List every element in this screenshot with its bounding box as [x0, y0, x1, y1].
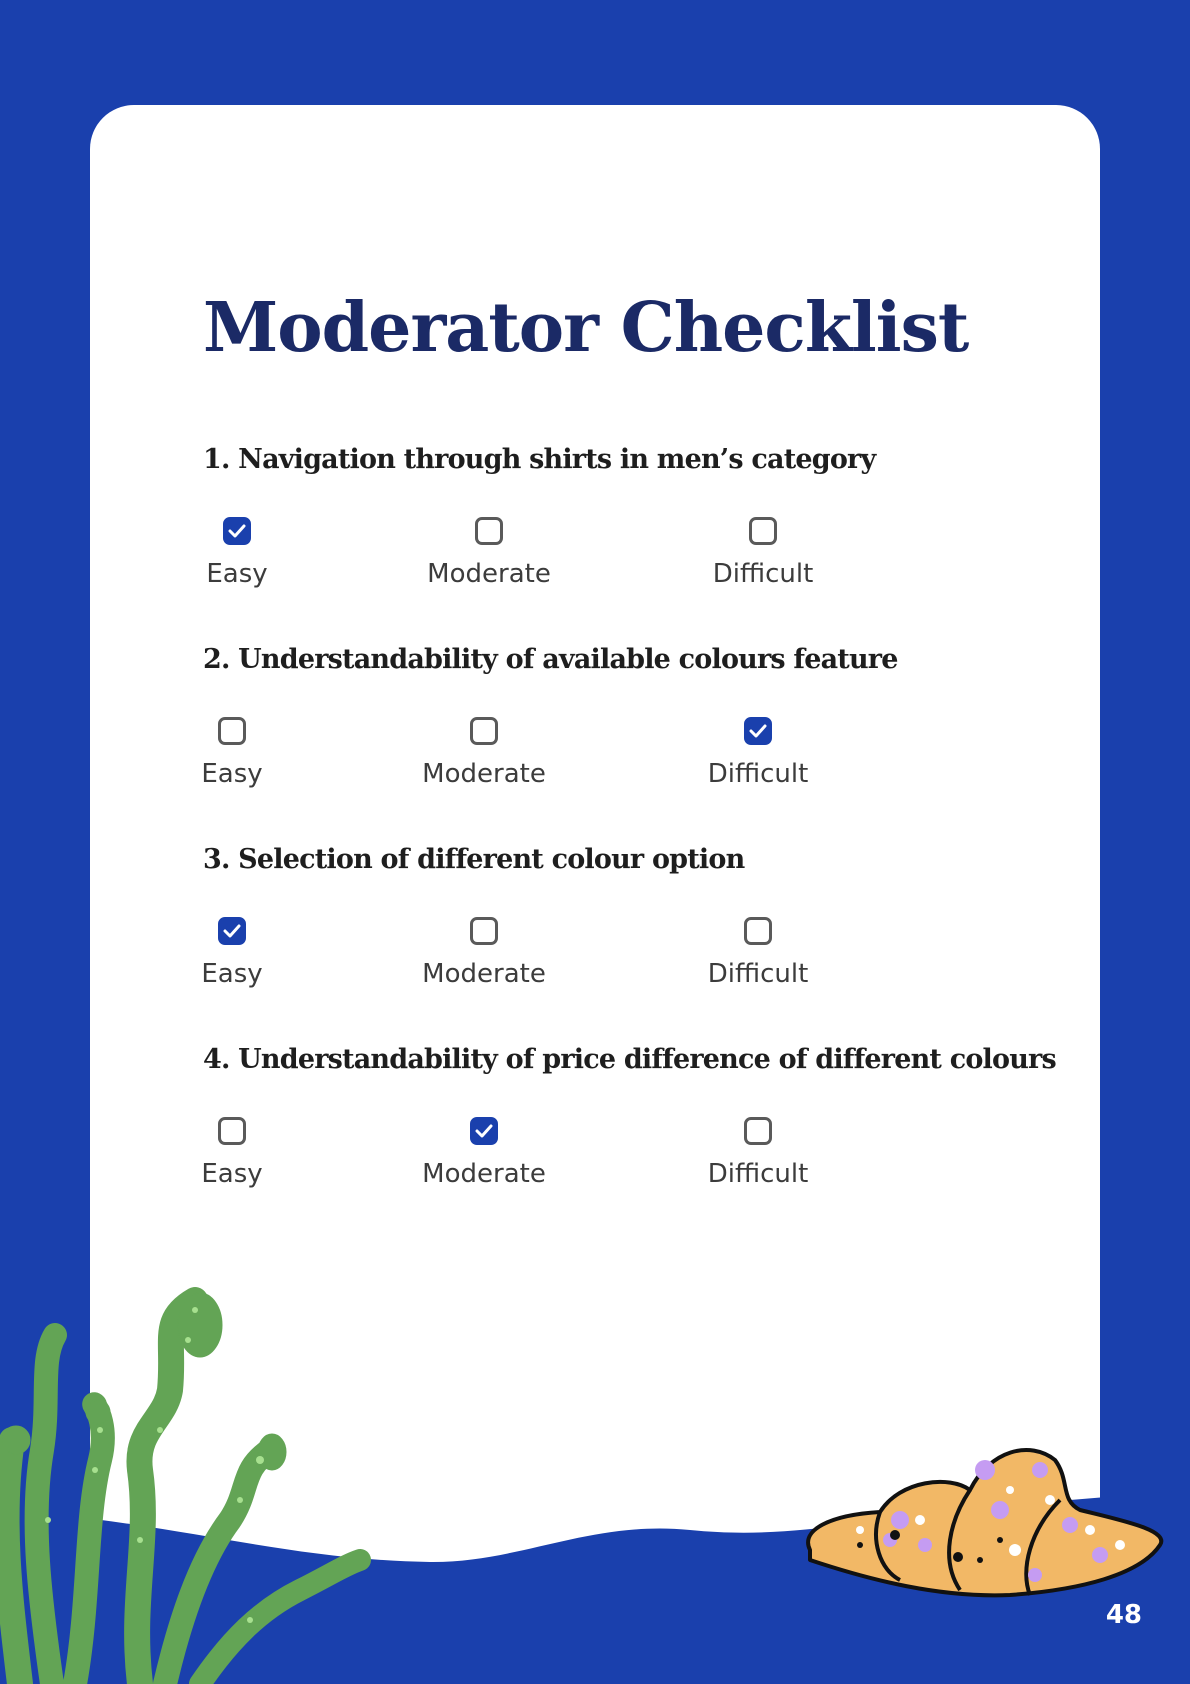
checkbox-empty-icon[interactable] [475, 517, 503, 545]
seaweed-illustration [0, 1287, 371, 1684]
option-label: Moderate [422, 759, 546, 789]
option-label: Moderate [422, 1159, 546, 1189]
option-label: Difficult [707, 759, 809, 789]
checkbox-checked-icon[interactable] [470, 1117, 498, 1145]
option-label: Easy [201, 1159, 263, 1189]
checkbox-empty-icon[interactable] [218, 1117, 246, 1145]
option-label: Difficult [707, 959, 809, 989]
checkbox-checked-icon[interactable] [744, 717, 772, 745]
option-label: Easy [206, 559, 268, 589]
page-number: 48 [1105, 1600, 1142, 1630]
q1-option-moderate[interactable]: Moderate [409, 517, 569, 589]
option-label: Moderate [427, 559, 551, 589]
question-4: 4. Understandability of price difference… [203, 1044, 1057, 1075]
q1-option-difficult[interactable]: Difficult [683, 517, 843, 589]
question-3: 3. Selection of different colour option [203, 844, 745, 875]
q4-option-moderate[interactable]: Moderate [404, 1117, 564, 1189]
checkbox-empty-icon[interactable] [749, 517, 777, 545]
q3-option-easy[interactable]: Easy [152, 917, 312, 989]
option-label: Easy [201, 959, 263, 989]
option-label: Difficult [707, 1159, 809, 1189]
checkbox-empty-icon[interactable] [470, 917, 498, 945]
question-1: 1. Navigation through shirts in men’s ca… [203, 444, 876, 475]
option-label: Difficult [712, 559, 814, 589]
checkbox-empty-icon[interactable] [218, 717, 246, 745]
checkbox-empty-icon[interactable] [744, 1117, 772, 1145]
option-label: Easy [201, 759, 263, 789]
q3-option-moderate[interactable]: Moderate [404, 917, 564, 989]
checkbox-checked-icon[interactable] [223, 517, 251, 545]
q1-option-easy[interactable]: Easy [157, 517, 317, 589]
page-title: Moderator Checklist [203, 288, 969, 368]
q3-option-difficult[interactable]: Difficult [678, 917, 838, 989]
q4-option-difficult[interactable]: Difficult [678, 1117, 838, 1189]
checkbox-empty-icon[interactable] [470, 717, 498, 745]
shell-illustration [806, 1448, 1164, 1598]
q2-option-difficult[interactable]: Difficult [678, 717, 838, 789]
q2-option-easy[interactable]: Easy [152, 717, 312, 789]
q4-option-easy[interactable]: Easy [152, 1117, 312, 1189]
checklist-card [90, 105, 1100, 1605]
q2-option-moderate[interactable]: Moderate [404, 717, 564, 789]
checkbox-empty-icon[interactable] [744, 917, 772, 945]
question-2: 2. Understandability of available colour… [203, 644, 898, 675]
option-label: Moderate [422, 959, 546, 989]
checkbox-checked-icon[interactable] [218, 917, 246, 945]
